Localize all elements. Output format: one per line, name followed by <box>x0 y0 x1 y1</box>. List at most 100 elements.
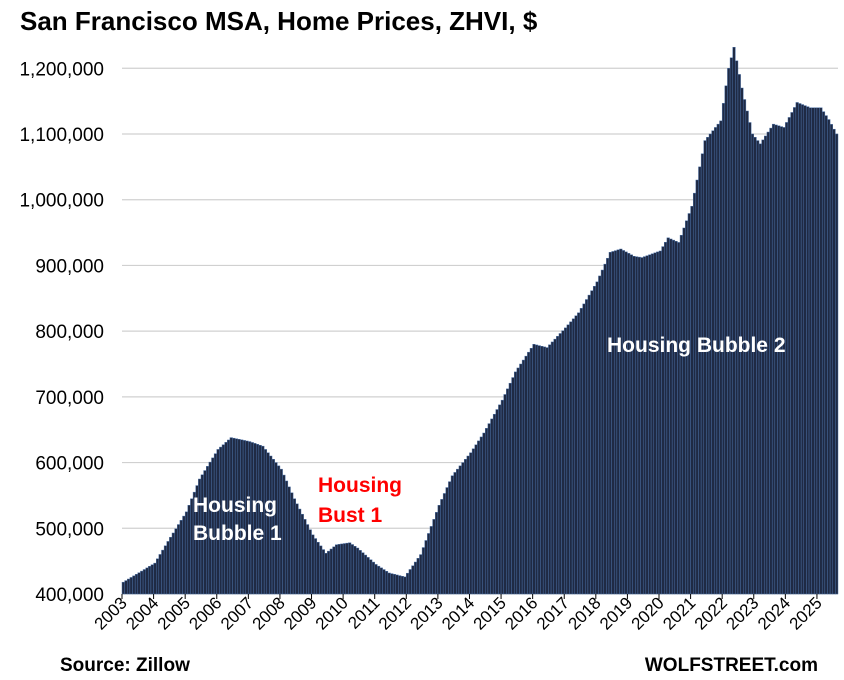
bar <box>363 554 368 595</box>
bar <box>519 363 523 595</box>
bar <box>685 220 689 595</box>
bar <box>382 569 386 595</box>
bar <box>606 257 610 595</box>
bar <box>158 554 162 595</box>
bar <box>161 549 165 595</box>
bar <box>614 250 618 595</box>
bar <box>324 553 328 595</box>
bar <box>819 107 823 595</box>
bar <box>250 442 254 595</box>
annotation-label: Bubble 1 <box>193 522 282 545</box>
bar <box>485 428 489 595</box>
bar <box>790 112 794 595</box>
bar <box>498 404 502 595</box>
bar <box>366 557 370 595</box>
bar <box>803 105 807 595</box>
x-tick-label: 2018 <box>564 593 604 633</box>
bar <box>671 239 676 595</box>
bar <box>537 345 541 595</box>
bar <box>666 237 670 595</box>
bar <box>735 60 739 595</box>
bar <box>437 505 441 595</box>
bar <box>334 544 339 595</box>
bar <box>619 248 623 595</box>
bar <box>808 107 812 595</box>
bar <box>137 572 141 595</box>
bar <box>395 574 399 595</box>
bar <box>787 117 791 595</box>
x-tick-label: 2013 <box>407 593 447 633</box>
bar <box>306 524 310 595</box>
bar <box>821 111 826 595</box>
x-tick-label: 2011 <box>344 593 383 632</box>
bar <box>379 567 383 595</box>
bar <box>169 536 173 595</box>
bar <box>508 382 512 595</box>
bar <box>221 444 225 595</box>
bar <box>356 547 360 595</box>
y-tick-label: 400,000 <box>35 585 104 606</box>
bar <box>500 399 504 595</box>
bar <box>174 528 178 595</box>
bar <box>777 125 781 595</box>
bar <box>540 346 544 595</box>
annotation-label: Housing <box>318 474 402 497</box>
bar <box>692 192 697 595</box>
bar <box>732 47 736 595</box>
bar <box>419 554 423 595</box>
x-tick-label: 2005 <box>154 593 194 633</box>
bar <box>566 324 570 595</box>
x-axis-ticks: 2003200420052006200720082009201020112012… <box>91 593 826 633</box>
bar <box>571 318 575 595</box>
bar <box>729 57 733 595</box>
bar <box>624 251 628 595</box>
bar <box>806 106 810 595</box>
bar <box>714 127 718 595</box>
bar <box>616 249 620 595</box>
bar <box>798 103 802 595</box>
bar <box>421 547 425 595</box>
bar <box>311 534 315 595</box>
x-tick-label: 2019 <box>596 593 636 633</box>
bar <box>287 486 291 595</box>
bar <box>166 541 170 595</box>
bar <box>640 257 644 595</box>
bar <box>545 347 549 595</box>
bar <box>292 498 296 595</box>
bar <box>300 513 304 595</box>
bar <box>290 492 294 595</box>
bar <box>766 131 770 595</box>
bar <box>303 519 307 595</box>
bar <box>261 445 265 595</box>
bar <box>761 139 765 595</box>
bar <box>835 133 839 595</box>
bar <box>342 543 346 595</box>
bar <box>511 377 515 595</box>
bar <box>187 505 191 595</box>
bar <box>327 550 331 595</box>
bar <box>321 549 325 595</box>
bar <box>129 577 133 595</box>
bar <box>429 526 433 595</box>
bar <box>611 251 615 595</box>
bar <box>258 444 262 595</box>
bar <box>298 508 302 595</box>
bar <box>132 575 136 595</box>
bar <box>782 127 786 595</box>
bar <box>282 474 286 595</box>
bar <box>153 562 157 595</box>
bar <box>664 241 668 595</box>
bar <box>458 465 462 595</box>
bar <box>453 472 457 595</box>
bar <box>769 127 773 595</box>
y-axis-ticks: 400,000 500,000 600,000 700,000 800,000 900,0… <box>19 59 104 606</box>
bar <box>387 572 391 595</box>
bar <box>148 566 152 595</box>
bar <box>785 122 789 595</box>
bar <box>793 107 797 595</box>
bar <box>140 570 144 595</box>
bar <box>750 133 754 595</box>
bar <box>550 341 554 595</box>
bar <box>495 409 499 595</box>
